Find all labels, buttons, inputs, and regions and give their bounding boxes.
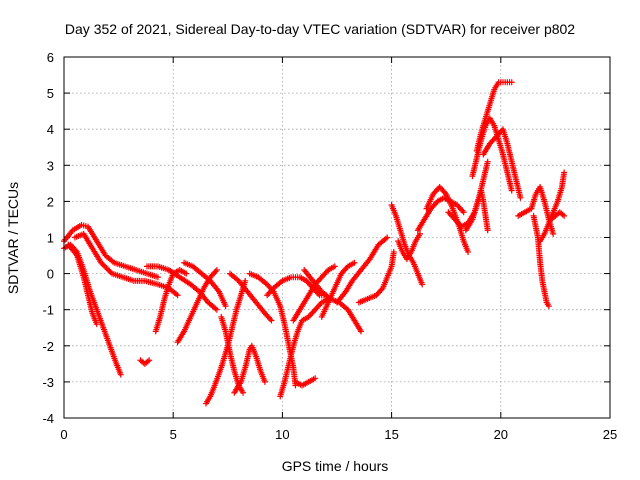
series-arc-8 <box>174 266 220 346</box>
series-arc-5 <box>137 357 153 367</box>
x-tick-label: 5 <box>170 427 177 442</box>
data-point <box>213 306 220 313</box>
data-point <box>561 169 568 176</box>
data-point <box>550 230 557 237</box>
data-point <box>508 187 515 194</box>
y-tick-label: -3 <box>42 375 54 390</box>
y-tick-label: 3 <box>47 158 54 173</box>
series-arc-3 <box>65 241 100 328</box>
series-arc-25 <box>414 194 467 234</box>
data-point <box>104 266 111 273</box>
chart-title: Day 352 of 2021, Sidereal Day-to-day VTE… <box>65 21 575 37</box>
data-point <box>102 263 109 270</box>
data-point <box>99 261 106 268</box>
data-point <box>146 357 153 364</box>
x-tick-label: 20 <box>494 427 508 442</box>
y-tick-label: 1 <box>47 231 54 246</box>
data-point <box>213 266 220 273</box>
data-point <box>261 378 268 385</box>
series-arc-4 <box>71 230 181 299</box>
plot-frame <box>63 56 611 419</box>
series-arc-16 <box>292 375 319 389</box>
x-tick-label: 25 <box>603 427 617 442</box>
data-point <box>240 389 247 396</box>
series-arc-22 <box>355 248 397 306</box>
data-point <box>508 79 515 86</box>
series-arc-33 <box>530 212 552 310</box>
series-arc-9 <box>181 259 229 310</box>
data-point <box>331 263 338 270</box>
data-point <box>107 269 114 276</box>
series-arc-21 <box>334 234 391 306</box>
series-arc-12 <box>231 342 268 396</box>
grid <box>64 57 610 418</box>
data-points <box>61 79 568 407</box>
data-point <box>183 270 190 277</box>
y-tick-label: 5 <box>47 86 54 101</box>
y-tick-label: 0 <box>47 267 54 282</box>
data-point <box>268 317 275 324</box>
data-point <box>100 262 107 269</box>
data-point <box>93 321 100 328</box>
data-point <box>419 281 426 288</box>
data-point <box>174 292 181 299</box>
data-point <box>222 303 229 310</box>
data-point <box>545 303 552 310</box>
y-tick-label: 4 <box>47 122 54 137</box>
y-axis-label: SDTVAR / TECUs <box>5 182 21 294</box>
data-point <box>154 274 161 281</box>
data-point <box>460 209 467 216</box>
series-arc-24 <box>395 230 423 263</box>
data-point <box>517 194 524 201</box>
data-point <box>384 234 391 241</box>
data-point <box>561 212 568 219</box>
x-tick-label: 10 <box>275 427 289 442</box>
series-arc-6 <box>152 266 190 335</box>
data-point <box>416 230 423 237</box>
data-point <box>242 277 249 284</box>
y-tick-label: -4 <box>42 411 54 426</box>
data-point <box>358 328 365 335</box>
series-arc-31 <box>462 187 491 234</box>
y-tick-label: -1 <box>42 303 54 318</box>
series-arc-26 <box>423 183 472 255</box>
series-arc-30 <box>480 126 524 201</box>
data-point <box>312 375 319 382</box>
data-point <box>106 267 113 274</box>
data-point <box>484 227 491 234</box>
data-point <box>98 259 105 266</box>
axis-ticks: 0 5 10 15 20 25 -4 -3 -2 -1 0 1 2 3 4 5 6 <box>42 50 617 442</box>
data-point <box>117 371 124 378</box>
y-tick-label: 2 <box>47 194 54 209</box>
data-point <box>390 248 397 255</box>
series-arc-35 <box>548 209 568 223</box>
series-arc-29 <box>473 79 515 154</box>
y-tick-label: -2 <box>42 339 54 354</box>
series-arc-23 <box>388 202 426 288</box>
data-point <box>103 265 110 272</box>
y-tick-label: 6 <box>47 50 54 65</box>
x-axis-label: GPS time / hours <box>282 458 389 474</box>
data-point <box>484 158 491 165</box>
series-arc-13 <box>226 270 275 324</box>
data-point <box>465 248 472 255</box>
data-point <box>351 259 358 266</box>
x-tick-label: 0 <box>60 427 67 442</box>
series-arc-20 <box>318 259 358 320</box>
x-tick-label: 15 <box>384 427 398 442</box>
